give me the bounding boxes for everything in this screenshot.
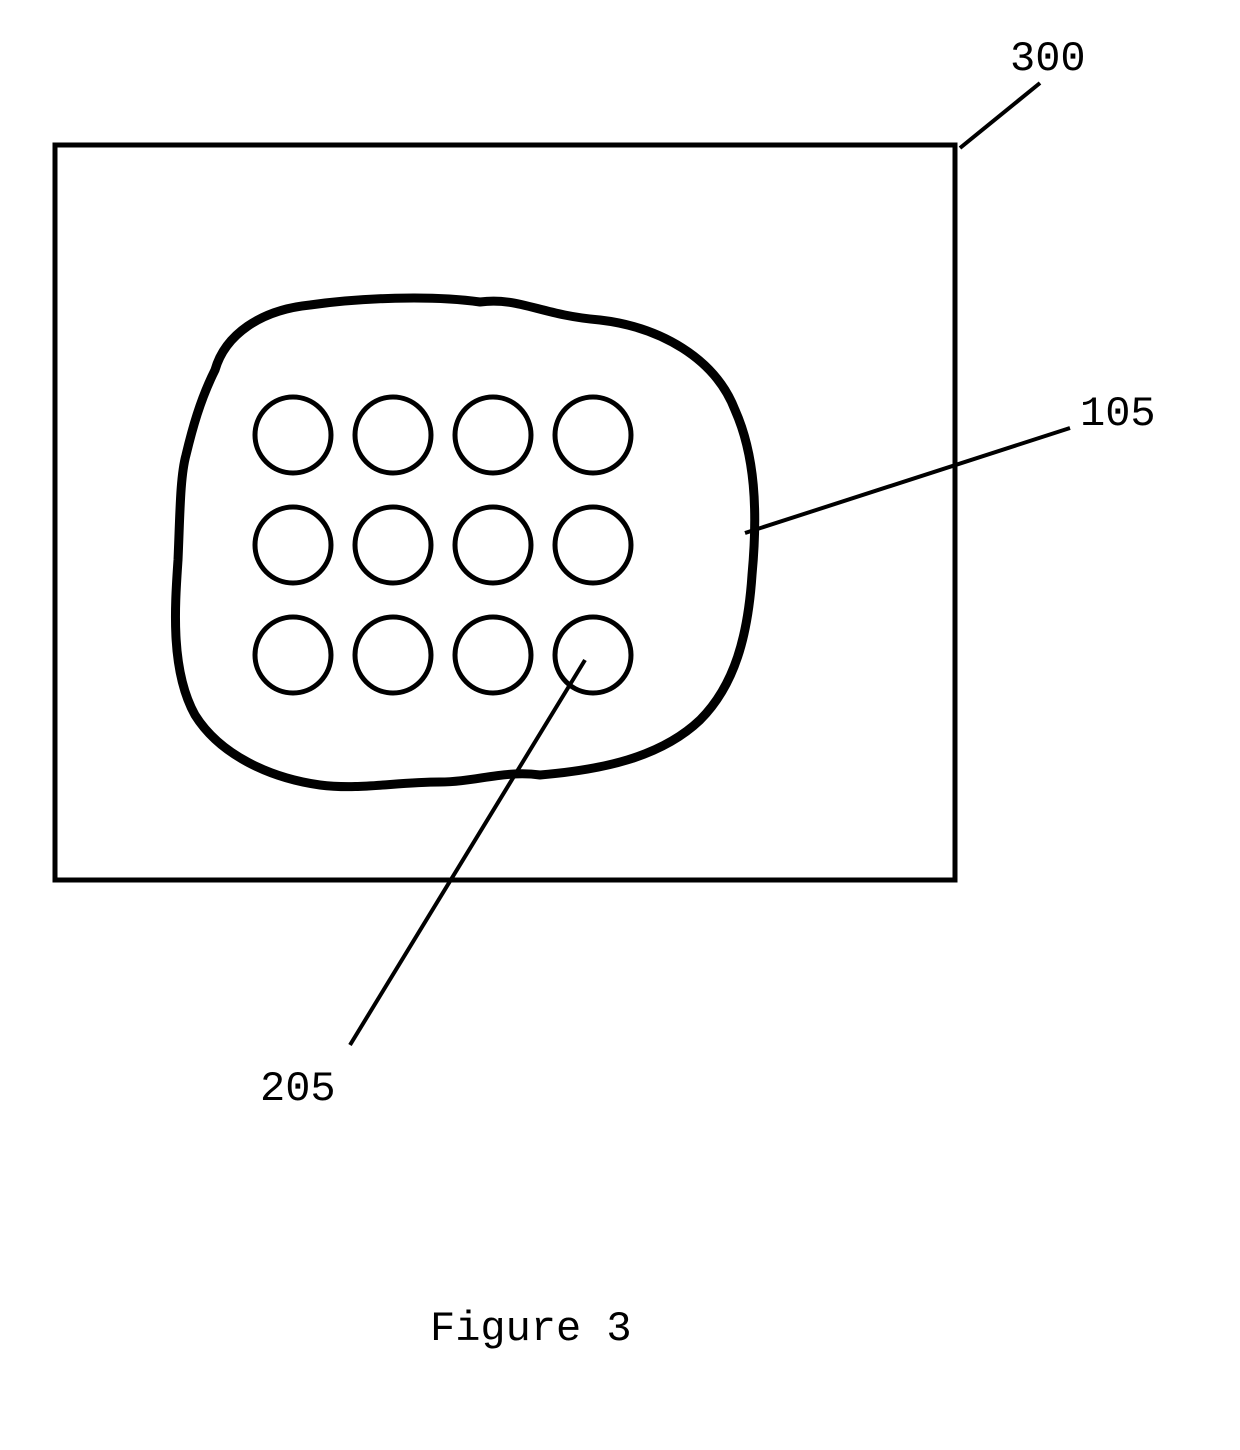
grid-circle: [455, 507, 531, 583]
grid-circle: [255, 617, 331, 693]
grid-circle: [555, 507, 631, 583]
grid-circle: [355, 397, 431, 473]
grid-circle: [555, 397, 631, 473]
grid-circle: [355, 507, 431, 583]
grid-circle: [355, 617, 431, 693]
circles-grid: [255, 397, 631, 693]
grid-circle: [555, 617, 631, 693]
grid-circle: [455, 397, 531, 473]
leader-line: [745, 428, 1070, 533]
leader-line: [960, 83, 1040, 148]
grid-circle: [255, 507, 331, 583]
grid-circle: [455, 617, 531, 693]
reference-label-105: 105: [1080, 390, 1156, 438]
blob-shape: [175, 298, 754, 787]
figure-svg: [0, 0, 1240, 1450]
figure-caption: Figure 3: [430, 1305, 632, 1353]
outer-box: [55, 145, 955, 880]
grid-circle: [255, 397, 331, 473]
reference-label-205: 205: [260, 1065, 336, 1113]
leader-line: [350, 660, 585, 1045]
figure-container: 300 105 205 Figure 3: [0, 0, 1240, 1450]
reference-label-300: 300: [1010, 35, 1086, 83]
